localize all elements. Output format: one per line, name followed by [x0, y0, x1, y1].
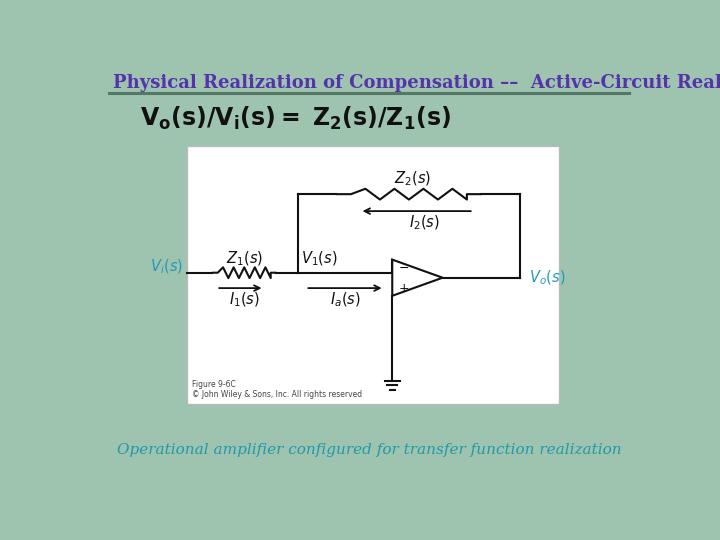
- Text: $Z_1(s)$: $Z_1(s)$: [225, 249, 263, 268]
- Polygon shape: [392, 260, 443, 296]
- Text: $V_i(s)$: $V_i(s)$: [150, 258, 183, 276]
- FancyBboxPatch shape: [187, 146, 559, 403]
- Text: $I_a(s)$: $I_a(s)$: [330, 291, 360, 309]
- Text: $Z_2(s)$: $Z_2(s)$: [395, 170, 431, 188]
- Text: $\mathbf{V_o(s)/V_i(s) = \ Z_2(s)/Z_1(s)}$: $\mathbf{V_o(s)/V_i(s) = \ Z_2(s)/Z_1(s)…: [140, 105, 451, 132]
- Text: Physical Realization of Compensation ––  Active-Circuit Realization: Physical Realization of Compensation –– …: [113, 73, 720, 91]
- Text: $V_o(s)$: $V_o(s)$: [529, 268, 566, 287]
- Text: $V_1(s)$: $V_1(s)$: [301, 249, 338, 268]
- Text: $I_1(s)$: $I_1(s)$: [229, 291, 260, 309]
- Text: Figure 9-6C
© John Wiley & Sons, Inc. All rights reserved: Figure 9-6C © John Wiley & Sons, Inc. Al…: [192, 380, 361, 399]
- Text: $I_2(s)$: $I_2(s)$: [409, 213, 440, 232]
- Text: $+$: $+$: [397, 281, 409, 295]
- Text: $-$: $-$: [397, 261, 409, 274]
- Text: Operational amplifier configured for transfer function realization: Operational amplifier configured for tra…: [117, 443, 621, 457]
